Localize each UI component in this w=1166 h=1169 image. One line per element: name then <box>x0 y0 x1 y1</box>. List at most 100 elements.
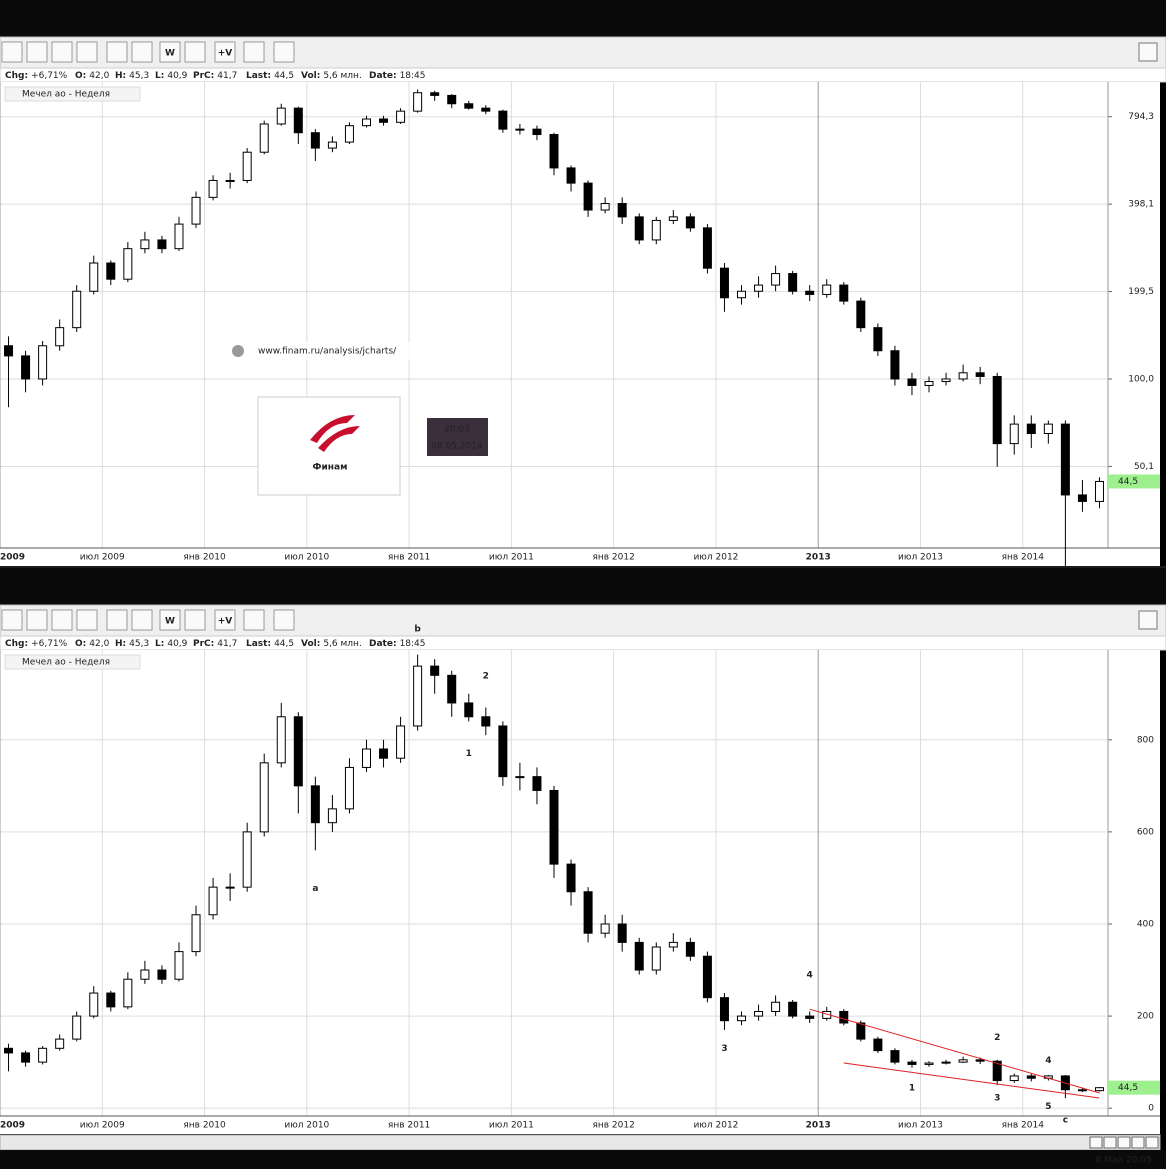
candle-body <box>1094 1087 1104 1092</box>
toolbar-button[interactable] <box>1 41 23 63</box>
candle-body <box>958 1059 968 1063</box>
info-label: Date: <box>369 639 397 649</box>
x-tick-label: июл 2013 <box>898 553 943 563</box>
toolbar-button[interactable] <box>106 609 128 631</box>
toolbar-label: +V <box>218 617 233 627</box>
info-value: 41,7 <box>217 71 237 81</box>
info-item: Vol: 5,6 млн. <box>301 71 362 81</box>
legend-box[interactable] <box>4 654 141 670</box>
toolbar-button[interactable] <box>26 41 48 63</box>
toolbar-button[interactable] <box>273 41 295 63</box>
info-item: Date: 18:45 <box>369 71 426 81</box>
x-tick-label: янв 2012 <box>592 1121 634 1131</box>
candle-body <box>106 992 116 1008</box>
candle-body <box>259 123 269 153</box>
x-tick-label: 2009 <box>0 553 25 563</box>
candle-body <box>634 941 644 971</box>
plot-area <box>0 82 1160 548</box>
info-value: 45,3 <box>129 639 149 649</box>
toolbar-button[interactable] <box>243 609 265 631</box>
candle-body <box>191 914 201 953</box>
info-item: Chg: +6,71% <box>5 639 68 649</box>
toolbar-button[interactable] <box>106 41 128 63</box>
candle-body <box>225 886 235 889</box>
toolbar-button[interactable] <box>273 609 295 631</box>
toolbar-button[interactable] <box>76 609 98 631</box>
last-price-label: 44,5 <box>1118 477 1138 487</box>
toolbar-button[interactable] <box>159 41 181 63</box>
candle-body <box>566 167 576 184</box>
candle-body <box>719 267 729 299</box>
candle-body <box>123 978 133 1008</box>
candle-body <box>583 891 593 934</box>
clock-time: 20:03 <box>444 425 470 435</box>
toolbar-button[interactable] <box>51 41 73 63</box>
candle-body <box>379 748 389 759</box>
toolbar-button[interactable] <box>1 609 23 631</box>
candle-body <box>140 239 150 250</box>
candle-body <box>975 372 985 377</box>
y-tick-label: 199,5 <box>1128 287 1154 297</box>
candle-body <box>924 381 934 386</box>
candle-body <box>532 776 542 791</box>
candle-body <box>702 227 712 269</box>
toolbar-button[interactable] <box>243 41 265 63</box>
info-label: H: <box>115 71 126 81</box>
candle-body <box>1043 423 1053 434</box>
candle-body <box>413 92 423 112</box>
candle-body <box>481 716 491 727</box>
candle-body <box>532 128 542 136</box>
info-item: Last: 44,5 <box>246 71 294 81</box>
panel-button[interactable] <box>1138 610 1158 630</box>
candle-body <box>890 350 900 380</box>
wave-label: c <box>1063 1116 1068 1126</box>
scroll-button[interactable] <box>1117 1136 1131 1149</box>
scroll-button[interactable] <box>1131 1136 1145 1149</box>
toolbar-button[interactable] <box>159 609 181 631</box>
info-item: Vol: 5,6 млн. <box>301 639 362 649</box>
toolbar-button[interactable] <box>26 609 48 631</box>
info-item: Last: 44,5 <box>246 639 294 649</box>
x-tick-label: янв 2011 <box>388 1121 430 1131</box>
candle-body <box>617 203 627 218</box>
toolbar-button[interactable] <box>184 609 206 631</box>
info-label: O: <box>75 71 86 81</box>
info-item: H: 45,3 <box>115 71 149 81</box>
candle-body <box>958 372 968 380</box>
scroll-button[interactable] <box>1145 1136 1159 1149</box>
candle-body <box>379 118 389 123</box>
candle-body <box>259 762 269 833</box>
toolbar-button[interactable] <box>214 609 236 631</box>
toolbar-button[interactable] <box>51 609 73 631</box>
panel-button[interactable] <box>1138 42 1158 62</box>
x-tick-label: июл 2009 <box>80 553 125 563</box>
candle-body <box>754 284 764 292</box>
toolbar-button[interactable] <box>131 609 153 631</box>
info-label: Vol: <box>301 639 320 649</box>
info-value: 44,5 <box>274 639 294 649</box>
info-value: 18:45 <box>400 71 426 81</box>
toolbar-button[interactable] <box>131 41 153 63</box>
info-label: PrC: <box>193 71 214 81</box>
candle-body <box>498 110 508 130</box>
y-tick-label: 400 <box>1137 919 1154 929</box>
toolbar-label: +V <box>218 49 233 59</box>
scroll-button[interactable] <box>1103 1136 1117 1149</box>
toolbar-button[interactable] <box>76 41 98 63</box>
wave-label: b <box>414 624 421 634</box>
scroll-button[interactable] <box>1089 1136 1103 1149</box>
y-tick-label: 398,1 <box>1128 200 1154 210</box>
candle-body <box>361 748 371 768</box>
candle-body <box>634 216 644 241</box>
toolbar-button[interactable] <box>184 41 206 63</box>
x-tick-label: июл 2012 <box>693 1121 738 1131</box>
legend-box[interactable] <box>4 86 141 102</box>
info-value: +6,71% <box>31 639 68 649</box>
toolbar-button[interactable] <box>214 41 236 63</box>
wave-label: 4 <box>807 971 813 981</box>
trend-line <box>809 1008 1100 1094</box>
wave-label: 1 <box>466 749 472 759</box>
y-tick-label: 200 <box>1137 1012 1154 1022</box>
info-item: PrC: 41,7 <box>193 639 237 649</box>
